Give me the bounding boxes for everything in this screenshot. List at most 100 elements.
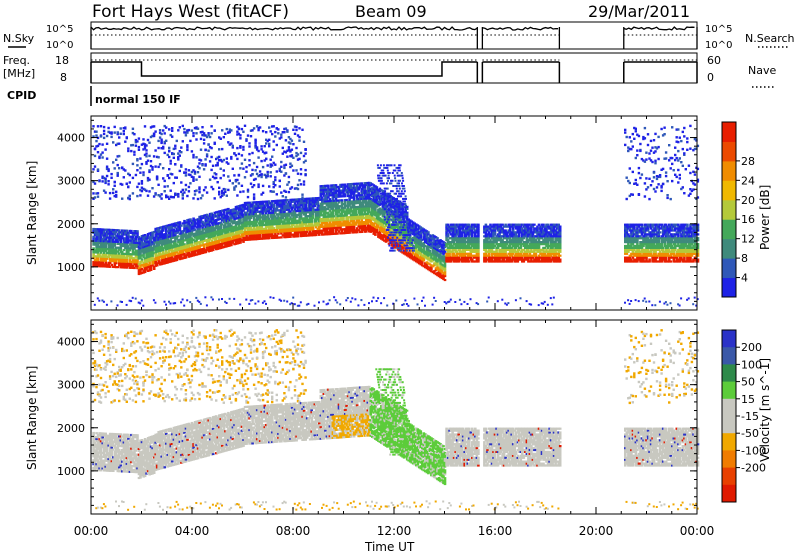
power-echo: [157, 194, 160, 197]
power-echo: [231, 146, 234, 149]
power-echo: [140, 143, 144, 146]
power-echo: [307, 302, 310, 305]
power-echo: [152, 125, 156, 128]
power-echo: [324, 186, 327, 189]
power-echo: [281, 203, 285, 206]
power-echo: [295, 151, 298, 155]
power-echo: [219, 217, 223, 220]
power-echo: [157, 250, 160, 253]
power-echo: [131, 264, 135, 268]
power-echo: [92, 249, 95, 252]
power-echo: [178, 238, 182, 241]
power-echo: [183, 249, 186, 252]
power-echo: [360, 230, 363, 233]
power-echo: [198, 227, 201, 230]
power-echo: [127, 239, 130, 242]
power-echo: [234, 238, 238, 241]
power-echo: [174, 144, 177, 147]
power-echo: [378, 166, 381, 169]
power-echo: [305, 234, 309, 237]
power-echo: [108, 265, 112, 268]
power-echo: [115, 258, 118, 261]
power-echo: [248, 213, 251, 216]
power-echo: [180, 224, 183, 227]
power-echo: [272, 215, 276, 218]
power-echo: [211, 217, 215, 221]
power-echo: [286, 300, 289, 303]
power-echo: [199, 234, 203, 237]
power-echo: [204, 235, 207, 238]
power-echo: [189, 237, 192, 240]
power-echo: [278, 167, 281, 171]
power-echo: [269, 231, 273, 234]
power-echo: [177, 158, 180, 161]
power-echo: [275, 217, 279, 220]
power-echo: [225, 302, 228, 304]
power-echo: [254, 218, 257, 221]
power-echo: [228, 217, 232, 220]
power-echo: [208, 146, 212, 149]
power-echo: [113, 262, 117, 265]
power-echo: [395, 241, 398, 244]
power-echo: [301, 223, 304, 226]
power-echo: [299, 207, 303, 210]
power-echo: [115, 250, 118, 253]
power-echo: [208, 220, 212, 223]
power-echo: [304, 221, 307, 224]
power-echo: [190, 129, 194, 132]
power-echo: [134, 173, 138, 177]
power-echo: [131, 233, 135, 236]
power-echo: [260, 202, 263, 205]
power-echo: [265, 157, 268, 161]
power-echo: [221, 229, 224, 232]
power-echo: [218, 233, 221, 236]
power-echo: [334, 201, 338, 204]
power-echo: [93, 196, 97, 199]
power-echo: [296, 231, 300, 234]
power-echo: [304, 219, 307, 222]
power-echo: [231, 230, 235, 233]
power-echo: [287, 136, 291, 139]
power-echo: [210, 132, 213, 135]
power-echo: [391, 190, 394, 193]
power-echo: [181, 233, 185, 237]
power-echo: [269, 206, 273, 209]
power-echo: [313, 224, 317, 227]
power-echo: [93, 130, 97, 133]
power-echo: [181, 239, 185, 242]
power-echo: [149, 239, 153, 242]
power-echo: [116, 171, 119, 175]
power-echo: [152, 260, 156, 263]
power-echo: [252, 214, 256, 218]
power-echo: [272, 209, 276, 212]
power-echo: [286, 208, 289, 211]
power-echo: [263, 237, 267, 240]
power-echo: [124, 260, 127, 263]
power-echo: [252, 228, 256, 231]
power-echo: [195, 241, 198, 244]
power-echo: [146, 252, 150, 255]
power-echo: [298, 202, 301, 205]
power-echo: [268, 210, 271, 213]
power-echo: [139, 256, 142, 260]
power-echo: [225, 227, 229, 230]
power-echo: [376, 164, 379, 167]
power-echo: [296, 153, 300, 156]
power-echo: [382, 172, 385, 174]
power-echo: [386, 205, 389, 208]
power-echo: [278, 201, 282, 204]
power-echo: [160, 245, 163, 248]
power-echo: [198, 221, 201, 224]
power-echo: [224, 188, 227, 191]
power-echo: [112, 188, 115, 191]
power-echo: [363, 187, 366, 191]
power-echo: [275, 230, 279, 233]
power-echo: [252, 207, 256, 210]
power-echo: [151, 258, 154, 261]
power-echo: [258, 212, 262, 215]
power-echo: [290, 229, 294, 232]
power-echo: [148, 170, 151, 174]
power-echo: [255, 206, 259, 210]
power-echo: [275, 221, 279, 224]
power-echo: [327, 302, 330, 305]
